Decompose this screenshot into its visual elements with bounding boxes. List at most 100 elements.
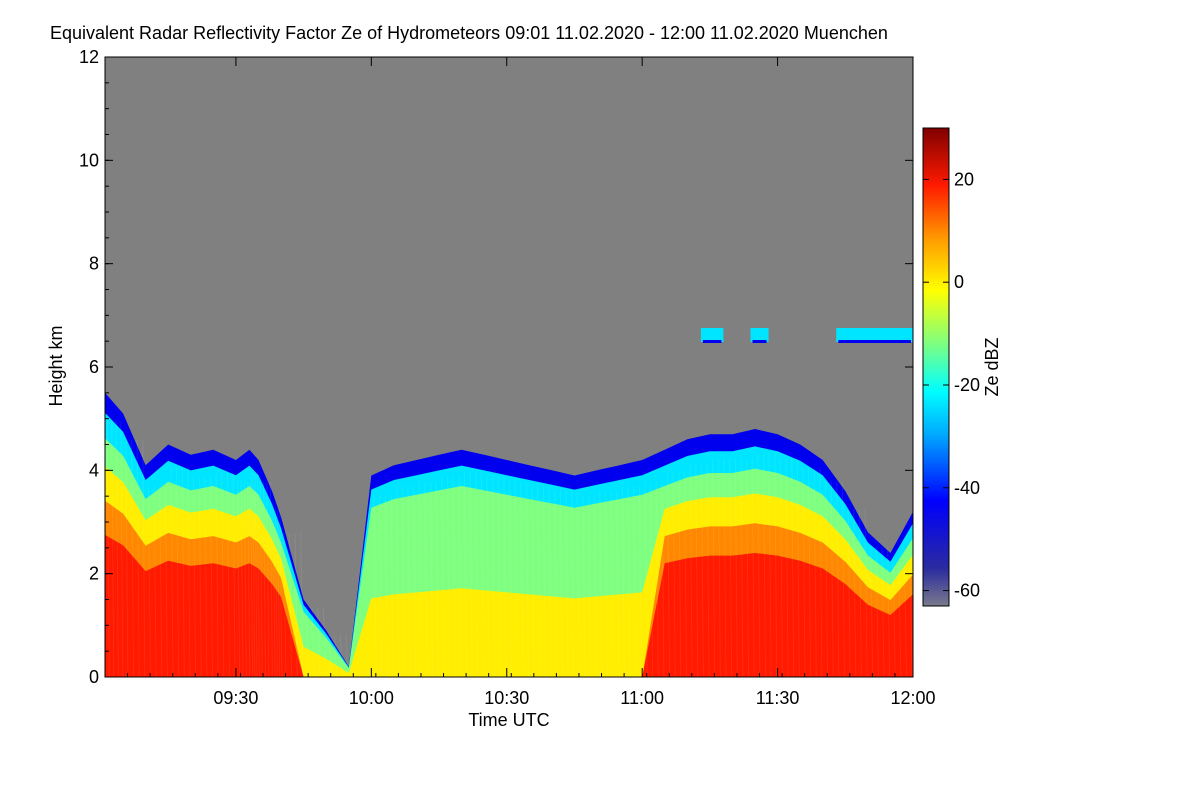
echo-streak <box>263 481 267 677</box>
echo-streak <box>542 486 546 677</box>
echo-streak <box>452 477 456 677</box>
echo-streak <box>576 495 580 677</box>
echo-streak <box>187 467 191 677</box>
echo-streak <box>565 490 569 677</box>
x-axis-label: Time UTC <box>468 710 549 730</box>
upper-cloud-edge <box>702 340 722 343</box>
echo-streak <box>198 477 202 677</box>
echo-streak <box>492 477 496 677</box>
echo-streak <box>390 495 394 677</box>
y-tick-label: 6 <box>89 357 99 377</box>
echo-streak <box>537 486 541 677</box>
echo-streak <box>706 463 710 677</box>
echo-streak <box>368 667 371 677</box>
colorbar-tick-label: -20 <box>954 375 980 395</box>
echo-streak <box>339 635 343 677</box>
echo-streak <box>418 481 422 677</box>
echo-streak <box>272 509 276 677</box>
echo-streak <box>841 481 845 677</box>
colorbar-label: Ze dBZ <box>982 337 1002 396</box>
echo-streak <box>279 509 283 677</box>
echo-streak <box>616 490 620 677</box>
echo-streak <box>111 421 115 677</box>
echo-streak <box>441 477 445 677</box>
echo-streak <box>413 486 417 677</box>
echo-streak <box>379 495 383 677</box>
echo-streak <box>269 481 273 677</box>
upper-cloud-edge <box>752 340 767 343</box>
echo-streak <box>661 481 665 677</box>
echo-streak <box>503 477 507 677</box>
y-tick-label: 10 <box>79 150 99 170</box>
x-tick-label: 12:00 <box>890 688 935 708</box>
colorbar-tick-label: 20 <box>954 169 974 189</box>
echo-streak <box>486 477 490 677</box>
echo-streak <box>480 472 484 677</box>
location: Muenchen <box>804 23 888 43</box>
echo-streak <box>791 458 795 677</box>
echo-streak <box>475 472 479 677</box>
echo-streak <box>604 490 608 677</box>
echo-streak <box>638 486 642 677</box>
echo-streak <box>345 635 349 677</box>
echo-streak <box>762 453 766 677</box>
echo-streak <box>356 667 360 677</box>
echo-streak <box>181 467 185 677</box>
echo-streak <box>106 421 110 677</box>
echo-streak <box>717 458 721 677</box>
echo-streak <box>887 546 891 677</box>
echo-streak <box>819 467 823 677</box>
echo-streak <box>796 458 800 677</box>
echo-streak <box>723 458 727 677</box>
echo-streak <box>435 481 439 677</box>
echo-streak <box>864 509 868 677</box>
echo-streak <box>125 439 129 677</box>
echo-streak <box>305 607 309 677</box>
echo-band-red <box>105 534 913 677</box>
echo-streak <box>802 467 806 677</box>
echo-streak <box>159 486 163 677</box>
echo-streak <box>164 486 168 677</box>
echo-streak <box>240 481 244 677</box>
echo-streak <box>904 565 908 677</box>
echo-streak <box>712 458 716 677</box>
echo-streak <box>136 439 140 677</box>
echo-streak <box>853 509 857 677</box>
y-axis-label: Height km <box>46 325 66 406</box>
x-axis: 09:30 10:00 10:30 11:00 11:30 12:00 <box>104 57 936 708</box>
echo-streak <box>875 546 879 677</box>
echo-streak <box>740 458 744 677</box>
echo-streak <box>259 481 263 677</box>
echo-streak <box>870 546 874 677</box>
echo-streak <box>774 453 778 677</box>
echo-streak <box>909 565 913 677</box>
colorbar <box>922 127 950 607</box>
echo-streak <box>667 472 671 677</box>
echo-streak <box>847 509 851 677</box>
echo-streak <box>322 607 326 677</box>
colorbar-tick-label: -40 <box>954 478 980 498</box>
echo-streak <box>237 481 241 677</box>
echo-streak <box>825 481 829 677</box>
x-tick-label: 10:30 <box>484 688 529 708</box>
x-tick-label: 09:30 <box>213 688 258 708</box>
echo-streak <box>232 472 236 677</box>
y-tick-label: 8 <box>89 254 99 274</box>
echo-streak <box>334 635 338 677</box>
echo-streak <box>193 477 197 677</box>
echo-streak <box>514 481 518 677</box>
echo-streak <box>582 495 586 677</box>
echo-streak <box>215 472 219 677</box>
echo-streak <box>147 486 151 677</box>
echo-streak <box>746 458 750 677</box>
echo-streak <box>593 495 597 677</box>
echo-streak <box>274 509 278 677</box>
echo-streak <box>813 467 817 677</box>
echo-streak <box>881 546 885 677</box>
echo-streak <box>311 607 315 677</box>
echo-streak <box>588 495 592 677</box>
y-axis: 0 2 4 6 8 10 12 <box>79 47 913 687</box>
echo-streak <box>373 495 377 677</box>
upper-cloud-echo <box>700 328 724 342</box>
